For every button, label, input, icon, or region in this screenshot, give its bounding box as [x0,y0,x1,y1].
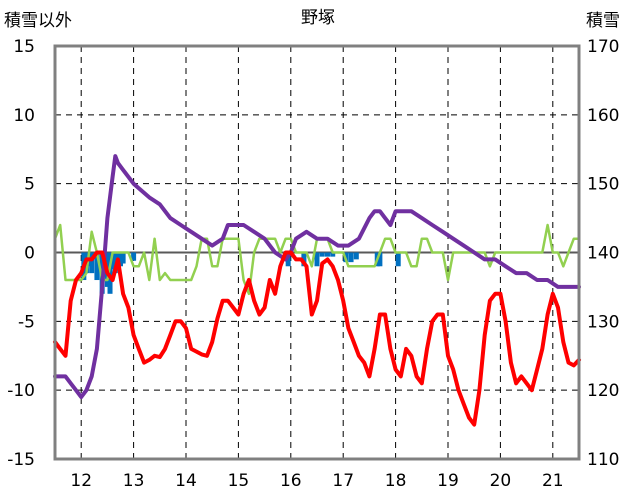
right-tick-label: 170 [587,37,619,57]
left-tick-label: -15 [7,450,35,470]
x-tick-label: 21 [542,471,564,491]
left-tick-label: 10 [13,106,35,126]
right-tick-label: 130 [587,312,619,332]
precipitation-bar [110,252,116,270]
precipitation-bar [107,252,113,294]
precipitation-bar [89,252,95,274]
x-tick-label: 15 [228,471,250,491]
left-axis-label: 積雪以外 [4,11,72,31]
right-tick-label: 150 [587,175,619,195]
precipitation-bar [120,252,126,264]
chart-title: 野塚 [301,8,335,28]
temperature-line [53,250,581,427]
x-tick-label: 17 [332,471,354,491]
right-axis-label: 積雪 [586,11,620,31]
precipitation-bar [377,252,383,267]
precipitation-bar [395,252,401,267]
precipitation-bar [118,252,123,267]
series-lines [53,154,581,427]
precipitation-bar [319,252,325,257]
left-tick-label: 0 [24,244,35,264]
precipitation-bar [348,252,354,263]
snow_depth-line [53,154,581,400]
precipitation-bar [330,252,336,257]
left-tick-label: -10 [7,381,35,401]
precipitation-bar [285,252,291,267]
precipitation-bar [94,252,100,281]
x-tick-label: 16 [280,471,302,491]
plot-frame [53,44,581,461]
precipitation-bar [131,252,137,261]
x-tick-label: 13 [123,471,145,491]
right-tick-label: 160 [587,106,619,126]
right-tick-label: 120 [587,381,619,401]
left-tick-label: 5 [24,175,35,195]
x-tick-label: 18 [385,471,407,491]
x-tick-label: 19 [437,471,459,491]
x-tick-label: 14 [175,471,197,491]
precipitation-bar [324,252,330,257]
left-tick-label: 15 [13,37,35,57]
x-tick-label: 20 [490,471,512,491]
grid-lines [55,46,579,459]
precipitation-bar [301,252,307,267]
precipitation-bar [314,252,320,267]
tick-labels: 15 10 5 0 -5 -10 -15 170 160 150 140 130 120 110 12 13 1… [7,37,619,491]
left-tick-label: -5 [18,312,35,332]
x-tick-label: 12 [70,471,92,491]
right-tick-label: 140 [587,244,619,264]
precipitation-bar [353,252,359,260]
right-tick-label: 110 [587,450,619,470]
